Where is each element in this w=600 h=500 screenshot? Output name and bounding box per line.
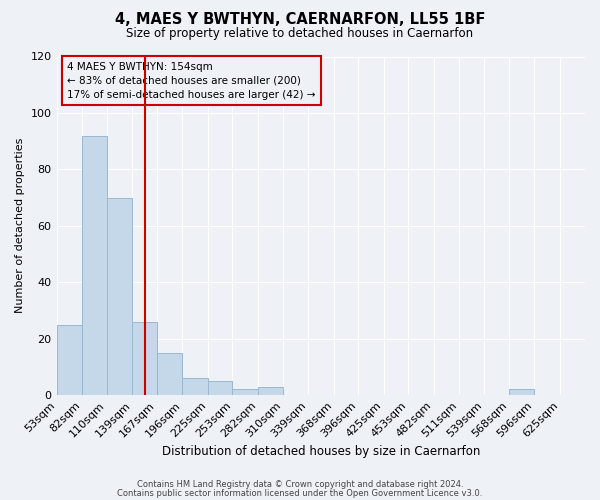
Bar xyxy=(182,378,208,395)
Bar xyxy=(157,353,182,395)
Text: 4, MAES Y BWTHYN, CAERNARFON, LL55 1BF: 4, MAES Y BWTHYN, CAERNARFON, LL55 1BF xyxy=(115,12,485,28)
Y-axis label: Number of detached properties: Number of detached properties xyxy=(15,138,25,314)
X-axis label: Distribution of detached houses by size in Caernarfon: Distribution of detached houses by size … xyxy=(161,444,480,458)
Bar xyxy=(107,198,132,395)
Bar xyxy=(56,324,82,395)
Bar xyxy=(82,136,107,395)
Bar xyxy=(258,386,283,395)
Bar xyxy=(232,390,258,395)
Text: 4 MAES Y BWTHYN: 154sqm
← 83% of detached houses are smaller (200)
17% of semi-d: 4 MAES Y BWTHYN: 154sqm ← 83% of detache… xyxy=(67,62,316,100)
Bar xyxy=(509,390,534,395)
Bar xyxy=(132,322,157,395)
Bar xyxy=(208,381,232,395)
Text: Contains HM Land Registry data © Crown copyright and database right 2024.: Contains HM Land Registry data © Crown c… xyxy=(137,480,463,489)
Text: Contains public sector information licensed under the Open Government Licence v3: Contains public sector information licen… xyxy=(118,488,482,498)
Text: Size of property relative to detached houses in Caernarfon: Size of property relative to detached ho… xyxy=(127,28,473,40)
